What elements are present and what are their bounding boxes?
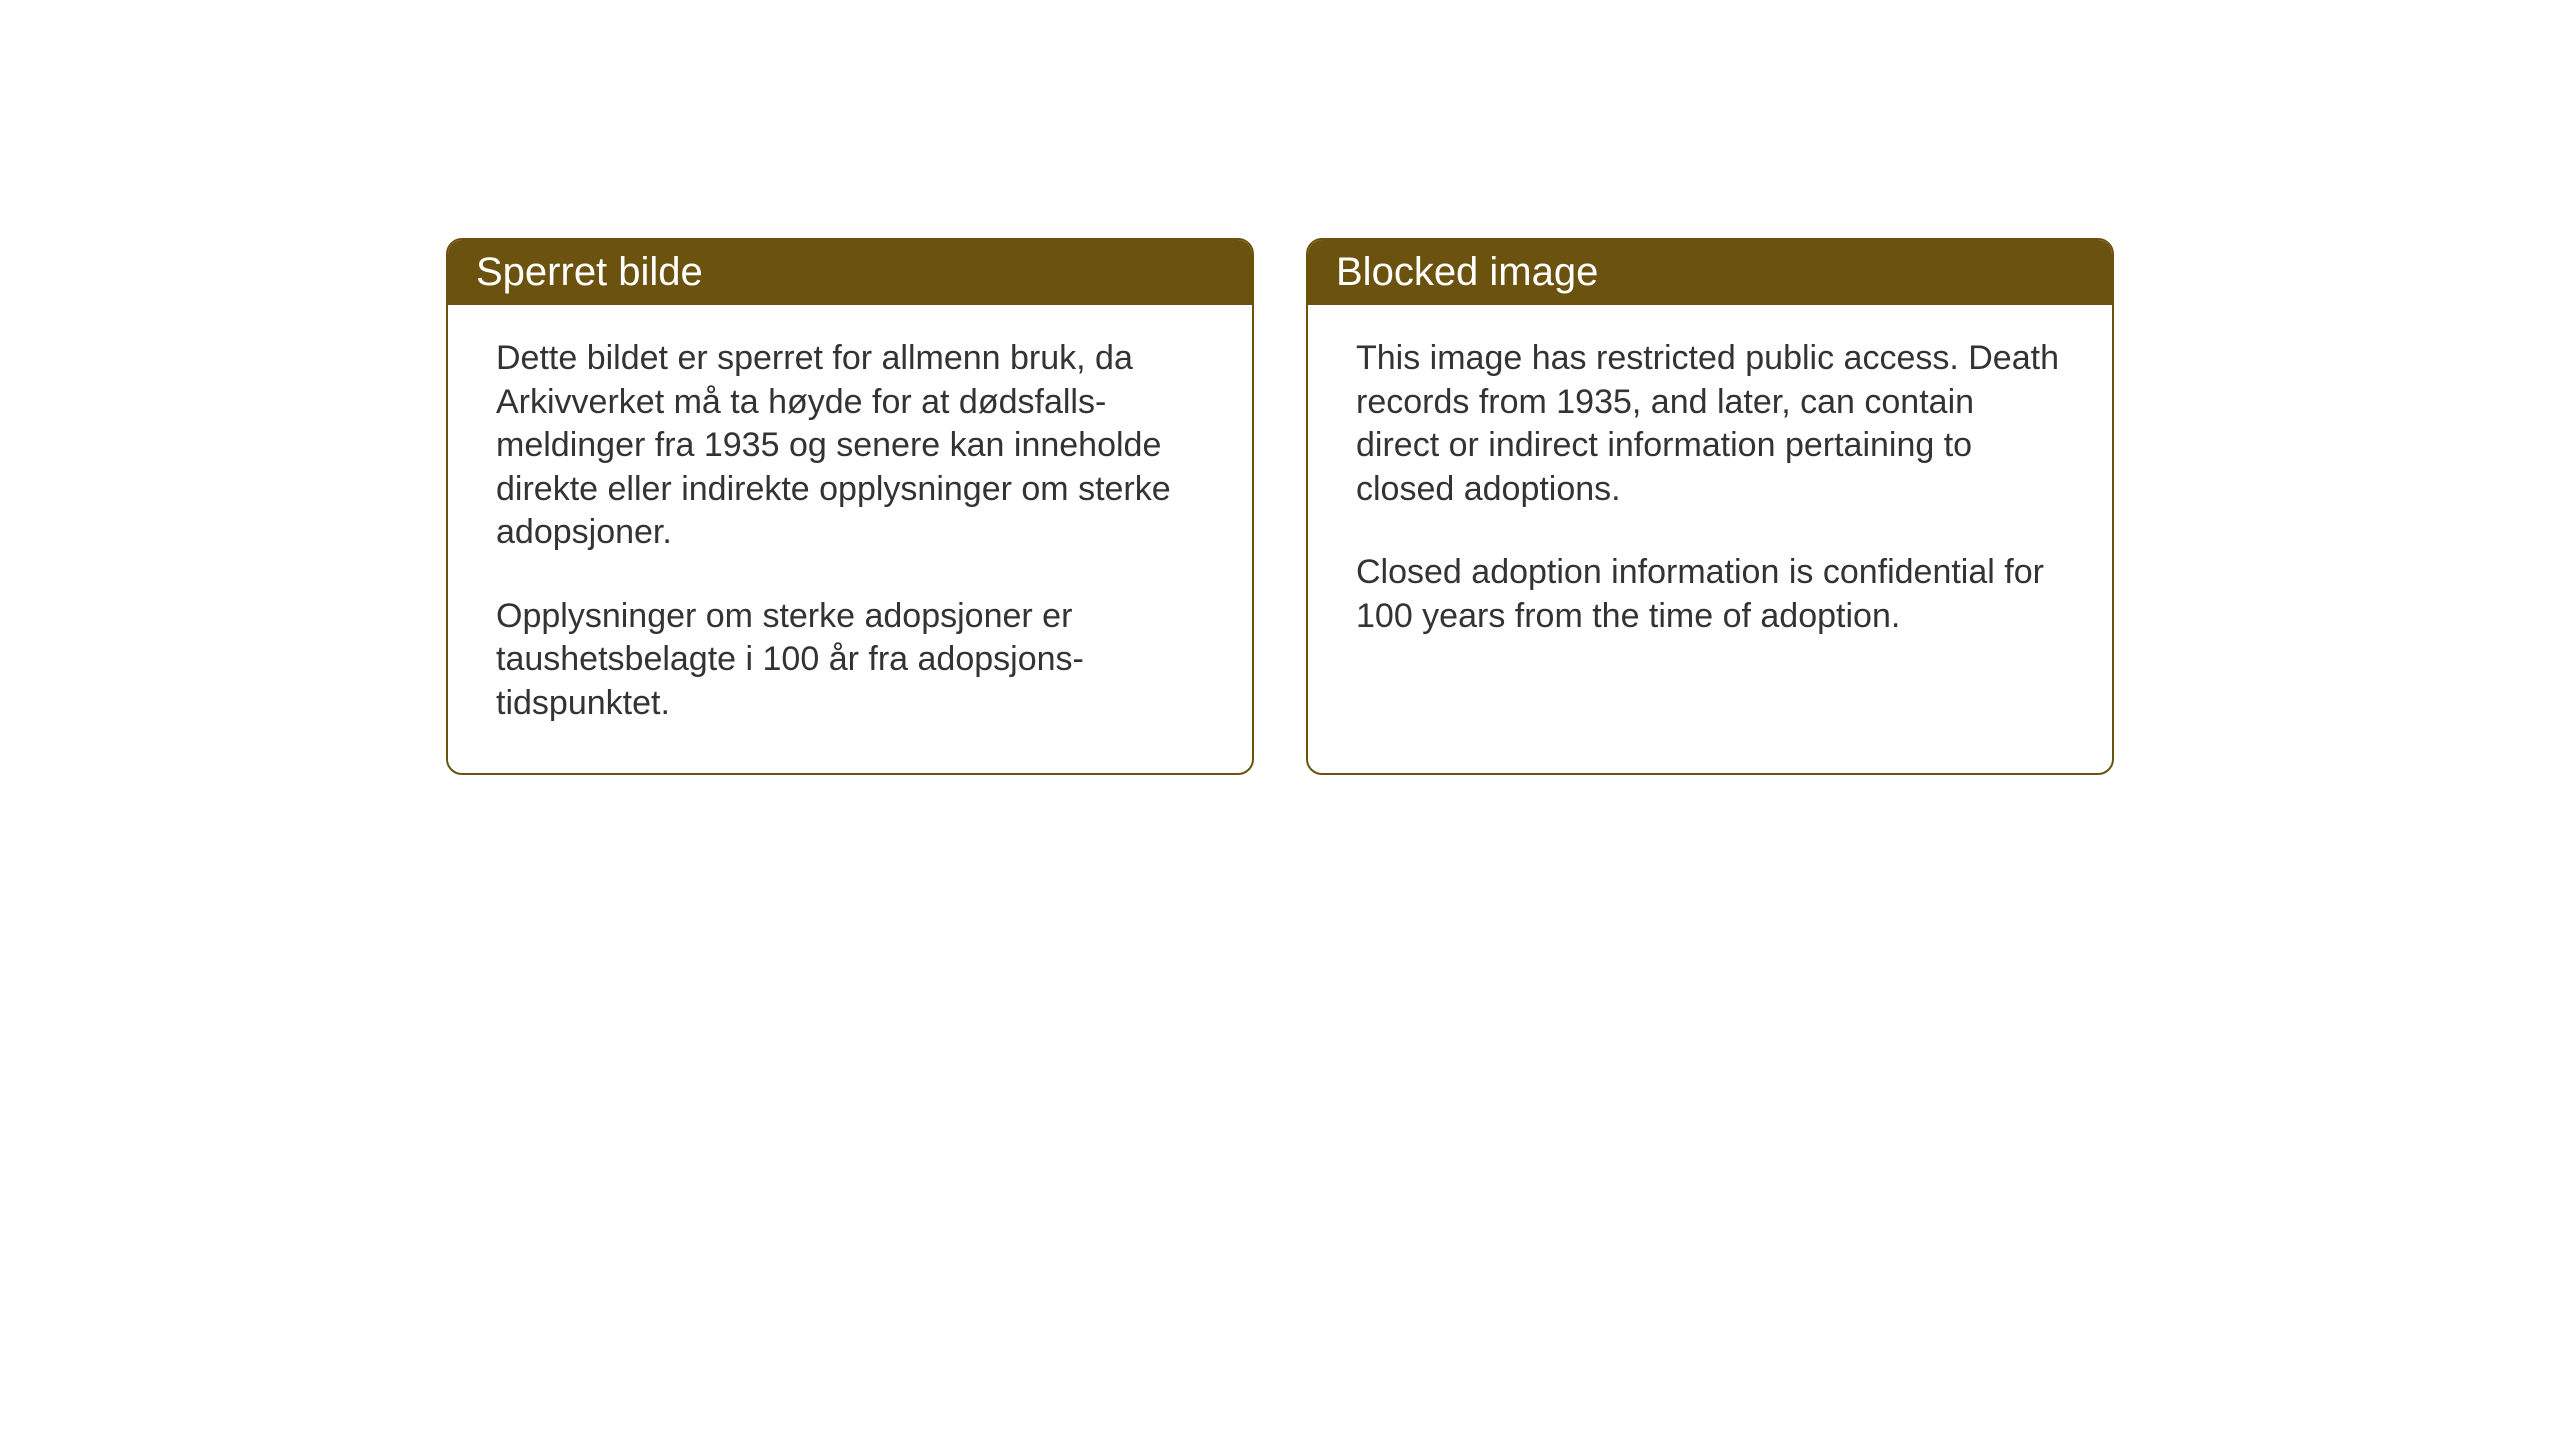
english-notice-card: Blocked image This image has restricted …: [1306, 238, 2114, 775]
english-card-title: Blocked image: [1336, 250, 1598, 294]
norwegian-notice-card: Sperret bilde Dette bildet er sperret fo…: [446, 238, 1254, 775]
norwegian-card-body: Dette bildet er sperret for allmenn bruk…: [448, 305, 1252, 773]
english-paragraph-1: This image has restricted public access.…: [1356, 337, 2064, 511]
english-card-header: Blocked image: [1308, 240, 2112, 305]
norwegian-paragraph-2: Opplysninger om sterke adopsjoner er tau…: [496, 595, 1204, 726]
norwegian-card-header: Sperret bilde: [448, 240, 1252, 305]
english-paragraph-2: Closed adoption information is confident…: [1356, 551, 2064, 638]
notice-container: Sperret bilde Dette bildet er sperret fo…: [446, 238, 2114, 775]
norwegian-card-title: Sperret bilde: [476, 250, 703, 294]
english-card-body: This image has restricted public access.…: [1308, 305, 2112, 735]
norwegian-paragraph-1: Dette bildet er sperret for allmenn bruk…: [496, 337, 1204, 555]
